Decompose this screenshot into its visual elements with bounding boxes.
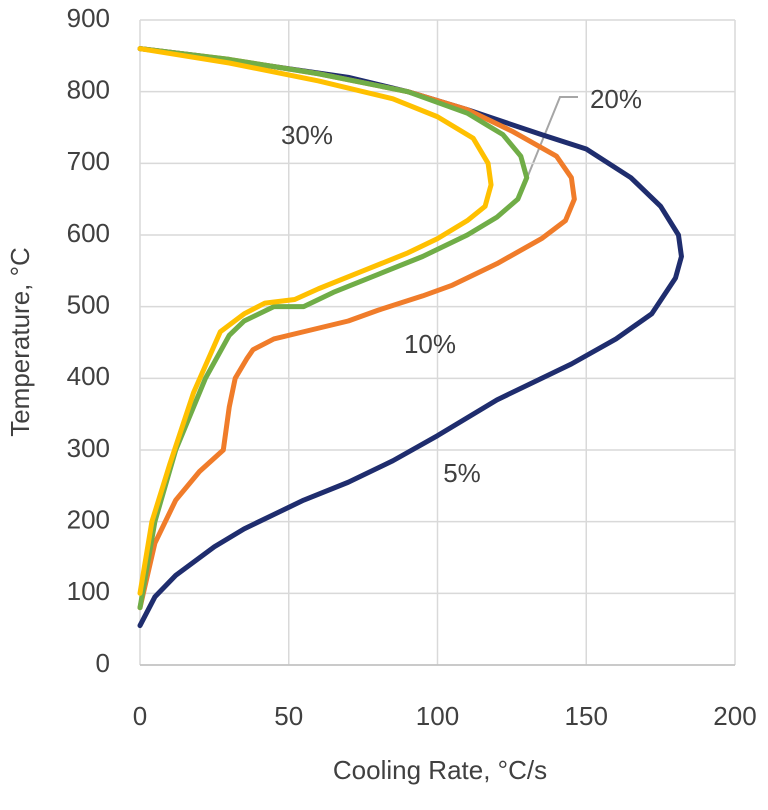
leader-line bbox=[524, 96, 578, 184]
y-axis-title: Temperature, °C bbox=[5, 247, 35, 437]
y-tick-label: 500 bbox=[67, 290, 110, 320]
series-label: 5% bbox=[443, 458, 481, 488]
x-tick-label: 50 bbox=[274, 701, 303, 731]
y-tick-label: 300 bbox=[67, 433, 110, 463]
y-tick-label: 400 bbox=[67, 361, 110, 391]
x-tick-label: 0 bbox=[133, 701, 147, 731]
y-tick-label: 100 bbox=[67, 576, 110, 606]
series-label: 20% bbox=[590, 84, 642, 114]
series-label: 30% bbox=[281, 120, 333, 150]
y-tick-label: 900 bbox=[67, 3, 110, 33]
y-tick-label: 0 bbox=[96, 648, 110, 678]
y-tick-label: 800 bbox=[67, 75, 110, 105]
x-axis-title: Cooling Rate, °C/s bbox=[333, 755, 547, 785]
x-tick-label: 200 bbox=[713, 701, 756, 731]
y-tick-label: 200 bbox=[67, 505, 110, 535]
y-tick-label: 600 bbox=[67, 218, 110, 248]
y-tick-label: 700 bbox=[67, 146, 110, 176]
series-label: 10% bbox=[404, 329, 456, 359]
series-line bbox=[137, 46, 577, 611]
series-line bbox=[137, 46, 494, 596]
x-tick-label: 150 bbox=[565, 701, 608, 731]
series-line bbox=[137, 46, 530, 611]
x-tick-label: 100 bbox=[416, 701, 459, 731]
